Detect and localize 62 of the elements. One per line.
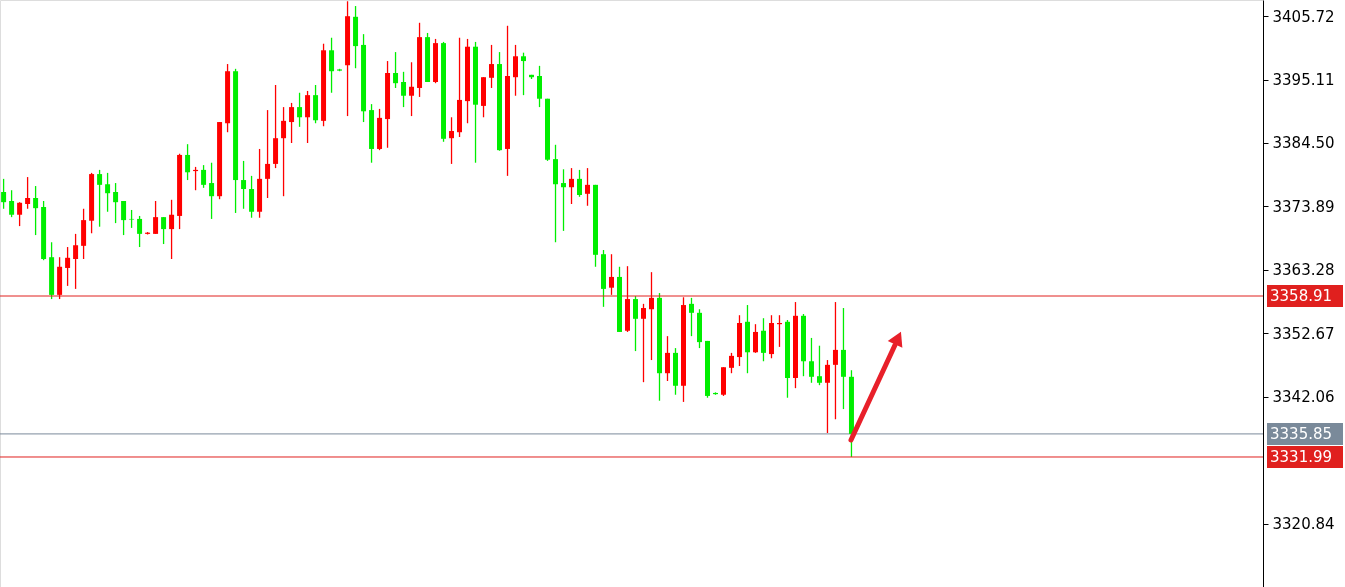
candlestick — [664, 335, 670, 382]
candlestick — [688, 297, 694, 337]
candlestick — [641, 303, 646, 383]
candlestick — [97, 169, 103, 228]
candlestick — [569, 167, 575, 205]
y-tick-label: 3373.89 — [1272, 197, 1335, 216]
candlestick — [209, 162, 215, 220]
candlestick — [265, 109, 271, 199]
y-tick-label: 3384.50 — [1272, 134, 1335, 153]
candlestick — [297, 92, 303, 128]
candlestick — [121, 200, 127, 236]
candlestick — [521, 52, 527, 96]
candlestick — [289, 102, 295, 144]
candlestick — [329, 37, 335, 94]
candlestick — [249, 175, 255, 219]
candlestick — [73, 233, 79, 290]
candlestick — [449, 116, 455, 165]
candlestick — [281, 106, 287, 197]
candlestick — [169, 199, 175, 260]
ref-line-label: 3331.99 — [1270, 447, 1333, 466]
candlestick — [649, 271, 654, 361]
candlestick — [113, 182, 119, 224]
candlestick — [185, 143, 191, 181]
candlestick — [824, 359, 830, 434]
candlestick — [609, 253, 614, 296]
candlestick — [1, 178, 7, 210]
candlestick — [25, 176, 31, 210]
candlestick — [561, 168, 567, 232]
candlestick — [161, 216, 167, 245]
candlestick — [409, 61, 415, 117]
candlestick — [241, 160, 247, 210]
candlestick — [513, 44, 519, 97]
candlestick — [489, 44, 495, 89]
candlestick — [832, 301, 838, 420]
candlestick — [65, 246, 71, 287]
candlestick — [760, 317, 766, 362]
candlestick — [9, 189, 15, 218]
candlestick — [752, 323, 758, 354]
y-tick-label: 3395.11 — [1272, 71, 1335, 90]
candlestick — [633, 295, 638, 352]
candlestick — [105, 172, 111, 213]
candlestick — [17, 201, 23, 227]
y-tick-label: 3405.72 — [1272, 7, 1335, 26]
candlestick — [137, 215, 143, 248]
candlestick — [728, 352, 734, 374]
candlestick — [33, 185, 39, 236]
candlestick — [305, 90, 311, 144]
candlestick — [585, 167, 591, 207]
candlestick — [808, 337, 814, 384]
candlestick — [201, 164, 207, 189]
y-tick-label: 3342.06 — [1272, 388, 1335, 407]
candlestick — [816, 345, 822, 386]
candlestick — [153, 200, 159, 235]
y-tick-label: 3352.67 — [1272, 324, 1335, 343]
y-tick-label: 3320.84 — [1272, 515, 1335, 534]
y-tick-label: 3363.28 — [1272, 261, 1335, 280]
candlestick — [537, 65, 543, 108]
ref-line-label: 3358.91 — [1270, 287, 1333, 306]
candlestick — [401, 71, 407, 108]
candlestick — [577, 169, 583, 198]
ref-line-label: 3335.85 — [1270, 424, 1333, 443]
candlestick — [393, 51, 399, 89]
